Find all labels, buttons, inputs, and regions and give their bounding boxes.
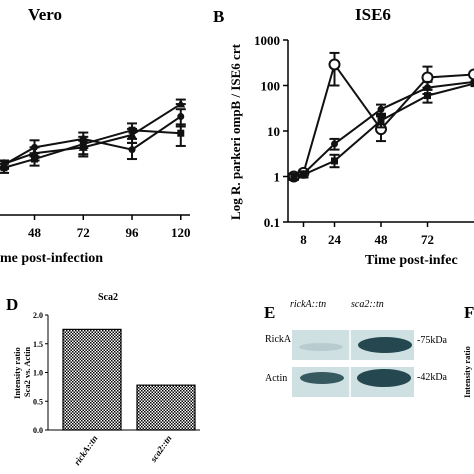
band-actin-sca2 [357, 369, 411, 387]
sca2-bars [62, 328, 196, 431]
panel-sca2: D Sca2 Intensity ratio Sca2 vs. Actin 0.… [6, 292, 200, 467]
sca2-x-ticks: rickA::tn sca2::tn [72, 433, 174, 467]
ise6-x-tick-label: 48 [375, 232, 389, 247]
sca2-y-label: Intensity ratio Sca2 vs. Actin [12, 345, 32, 399]
band-ricka-sca2 [358, 337, 412, 353]
ise6-series-0-point [468, 68, 474, 81]
vero-x-tick-label: 48 [28, 225, 42, 240]
vero-series-2-point [127, 129, 137, 139]
panel-d-letter: D [6, 295, 18, 314]
vero-series-0-point [177, 112, 185, 120]
blot-row-label-actin: Actin [265, 373, 287, 384]
vero-series-2-point [0, 158, 9, 168]
sca2-y-tick-label: 0.0 [33, 426, 43, 435]
vero-series-1-point [177, 129, 185, 137]
vero-title: Vero [28, 5, 62, 24]
vero-x-label: me post-infection [0, 251, 103, 266]
vero-series-2-point [30, 148, 40, 157]
blot-lane-label-ricka: rickA::tn [290, 299, 326, 310]
ise6-series-1-point [331, 140, 338, 148]
ise6-x-tick-label: 24 [328, 232, 342, 247]
vero-x-tick-label: 96 [126, 225, 140, 240]
blot-size-42: -42kDa [417, 372, 448, 383]
ise6-plot-area [287, 51, 474, 183]
band-ricka-ricka [299, 343, 343, 351]
sca2-y-label-line1: Intensity ratio [12, 347, 22, 399]
panel-e-letter: E [264, 303, 275, 322]
blot-size-75: -75kDa [417, 335, 448, 346]
vero-x-tick-label: 72 [77, 225, 90, 240]
panel-f-letter: F [464, 303, 474, 322]
panel-f-y-label: Intensity ratio [462, 346, 472, 398]
ise6-x-tick-label: 8 [300, 232, 307, 247]
sca2-x-tick-label: rickA::tn [72, 433, 100, 467]
sca2-bar-sca2 [136, 384, 196, 431]
sca2-title: Sca2 [98, 292, 118, 303]
ise6-series-2-point [470, 80, 474, 88]
band-actin-ricka [300, 372, 344, 384]
ise6-series-0-point [328, 58, 341, 71]
ise6-y-tick-label: 10 [267, 124, 280, 139]
ise6-y-tick-label: 1000 [254, 33, 280, 48]
ise6-series-2-point [424, 92, 431, 100]
ise6-y-tick-label: 1 [274, 170, 281, 185]
vero-x-ticks: 48 72 96 120 [28, 215, 191, 240]
panel-b-letter: B [213, 7, 224, 26]
panel-f: F Intensity ratio [462, 303, 474, 398]
vero-plot-area [0, 98, 186, 174]
sca2-y-tick-label: 2.0 [33, 311, 43, 320]
sca2-y-tick-label: 1.0 [33, 369, 43, 378]
ise6-y-tick-label: 100 [261, 79, 281, 94]
ise6-y-tick-label: 0.1 [264, 215, 280, 230]
sca2-y-tick-label: 0.5 [33, 397, 43, 406]
ise6-title: ISE6 [355, 5, 391, 24]
sca2-y-tick-label: 1.5 [33, 340, 43, 349]
ise6-series-2-point [377, 117, 385, 125]
vero-series-2-point [176, 99, 186, 108]
ise6-series-1-point [377, 105, 385, 113]
ise6-series-2-point [331, 157, 338, 165]
panel-blot: E rickA::tn sca2::tn RickA Actin -75kDa … [264, 299, 448, 397]
sca2-y-ticks: 0.0 0.5 1.0 1.5 2.0 [33, 311, 48, 435]
ise6-series-2-point [300, 171, 307, 179]
ise6-series-2-point [290, 173, 298, 180]
sca2-y-label-line2: Sca2 vs. Actin [22, 347, 32, 398]
sca2-bar-ricka [62, 328, 122, 431]
blot-row-label-ricka: RickA [265, 334, 292, 345]
panel-vero: Vero 48 72 96 120 me post-infection [0, 5, 191, 266]
ise6-x-tick-label: 72 [421, 232, 434, 247]
ise6-y-label: Log R. parkeri ompB / ISE6 crt [228, 43, 243, 220]
blot-lane-label-sca2: sca2::tn [351, 299, 384, 310]
ise6-x-ticks: 8 24 48 72 [300, 222, 434, 247]
ise6-x-label: Time post-infec [365, 253, 458, 268]
vero-series-0-point [128, 146, 136, 154]
ise6-y-ticks: 0.1 1 10 100 1000 [254, 33, 288, 230]
vero-x-tick-label: 120 [171, 225, 191, 240]
vero-series-2-point [78, 142, 88, 151]
panel-ise6: B ISE6 Log R. parkeri ompB / ISE6 crt 0.… [213, 5, 474, 268]
sca2-x-tick-label: sca2::tn [148, 433, 174, 464]
